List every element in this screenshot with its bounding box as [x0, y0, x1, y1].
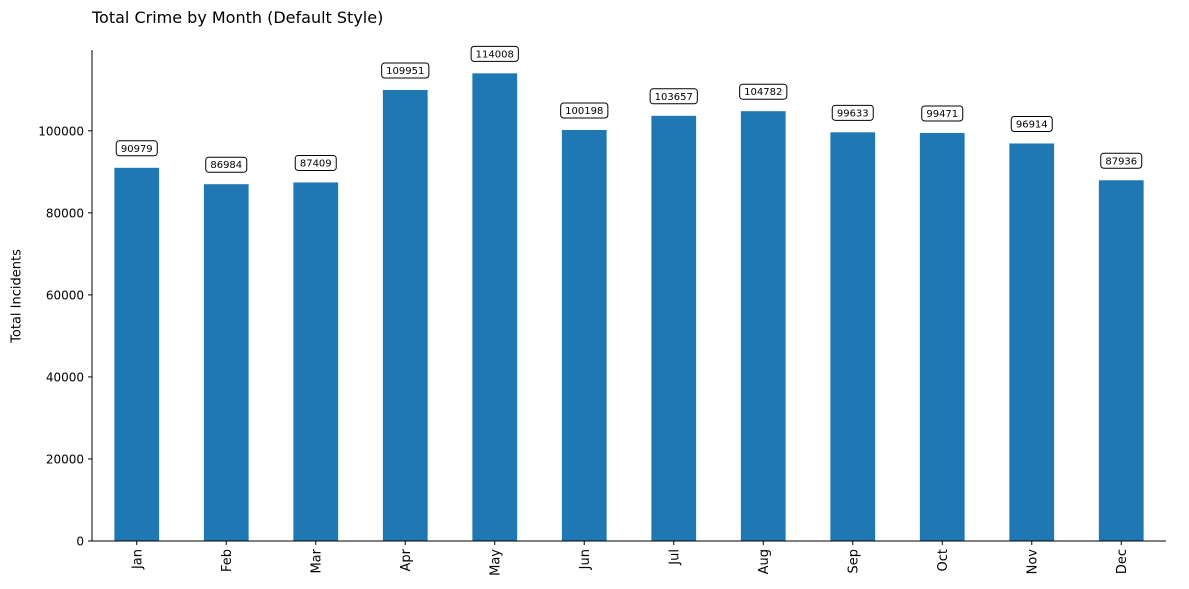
data-label-box [1010, 115, 1053, 132]
bar-jan [114, 167, 160, 541]
chart-title: Total Crime by Month (Default Style) [92, 8, 384, 27]
x-tick-label-oct: Oct [936, 549, 951, 571]
data-label-text: 114008 [476, 49, 514, 60]
data-label-dec: 87936 [1100, 152, 1143, 169]
data-label-text: 104782 [744, 87, 782, 98]
data-label-box [921, 105, 964, 122]
data-label-aug: 104782 [739, 83, 788, 100]
x-tick-label-feb: Feb [220, 549, 235, 572]
data-label-text: 100198 [565, 106, 603, 117]
data-label-box [205, 156, 248, 173]
y-tick-label: 100000 [38, 124, 84, 138]
data-label-box [1100, 152, 1143, 169]
x-tick-label-mar: Mar [309, 548, 324, 573]
data-label-box [294, 154, 337, 171]
y-tick-label: 60000 [46, 288, 84, 302]
bar-may [472, 73, 518, 541]
data-label-mar: 87409 [294, 154, 337, 171]
data-label-oct: 99471 [921, 105, 964, 122]
x-tick-label-apr: Apr [399, 548, 414, 571]
bar-jun [561, 129, 607, 541]
x-tick-label-nov: Nov [1025, 549, 1040, 575]
x-tick-label-sep: Sep [846, 549, 861, 574]
data-label-box [560, 102, 609, 119]
bar-feb [203, 184, 249, 541]
data-label-jun: 100198 [560, 102, 609, 119]
x-tick-label-jun: Jun [578, 549, 593, 570]
data-label-jan: 90979 [115, 140, 158, 157]
y-tick-label: 40000 [46, 370, 84, 384]
bar-aug [740, 111, 786, 541]
bar-nov [1009, 143, 1055, 542]
data-label-sep: 99633 [831, 104, 874, 121]
data-label-box [115, 140, 158, 157]
data-label-text: 109951 [386, 66, 424, 77]
bar-apr [382, 89, 428, 542]
data-label-jul: 103657 [649, 88, 698, 105]
data-label-apr: 109951 [381, 62, 430, 79]
y-tick-label: 20000 [46, 452, 84, 466]
data-label-box [649, 88, 698, 105]
data-label-nov: 96914 [1010, 115, 1053, 132]
data-label-text: 86984 [210, 160, 242, 171]
data-label-text: 87409 [300, 158, 332, 169]
data-label-text: 87936 [1105, 156, 1137, 167]
data-label-box [739, 83, 788, 100]
bar-sep [830, 132, 876, 541]
data-label-text: 103657 [655, 92, 693, 103]
y-tick-label: 80000 [46, 206, 84, 220]
x-tick-label-jul: Jul [667, 549, 682, 566]
data-label-text: 96914 [1016, 119, 1048, 130]
bars-group [114, 73, 1144, 542]
y-axis: 0 20000 40000 60000 80000 100000 [38, 50, 93, 549]
bar-oct [919, 132, 965, 541]
data-label-box [470, 45, 519, 62]
bar-mar [293, 182, 339, 541]
bar-jul [651, 115, 697, 541]
data-label-box [381, 62, 430, 79]
data-label-text: 99471 [926, 109, 958, 120]
x-tick-label-may: May [488, 549, 503, 576]
x-tick-label-aug: Aug [757, 549, 772, 574]
data-label-may: 114008 [470, 45, 519, 62]
data-label-text: 90979 [121, 144, 153, 155]
y-tick-label: 0 [76, 535, 84, 549]
data-labels-group: 90979 86984 87409 109951 114008 100198 103657 1… [115, 45, 1143, 173]
x-axis: Jan Feb Mar Apr May Jun Jul Aug Sep Oct Nov Dec [92, 540, 1166, 576]
x-tick-label-jan: Jan [130, 549, 145, 570]
data-label-text: 99633 [837, 108, 869, 119]
x-tick-label-dec: Dec [1115, 549, 1130, 574]
bar-dec [1098, 180, 1144, 541]
data-label-feb: 86984 [205, 156, 248, 173]
data-label-box [831, 104, 874, 121]
